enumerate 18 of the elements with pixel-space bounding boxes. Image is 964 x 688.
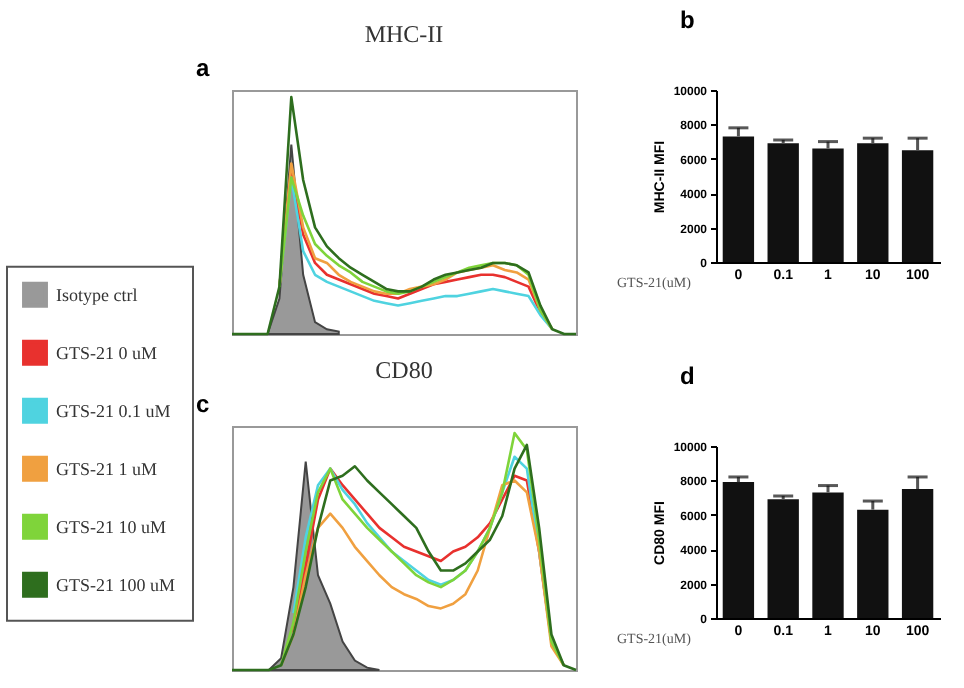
legend-label: GTS-21 0 uM [56, 342, 158, 363]
bar [812, 492, 844, 618]
legend-label: Isotype ctrl [56, 284, 139, 305]
bar [812, 148, 844, 262]
chart-title: MHC-II [364, 20, 444, 48]
bar [722, 136, 755, 262]
legend-label: GTS-21 0.1 uM [56, 400, 171, 421]
legend-label: GTS-21 1 uM [56, 458, 158, 479]
bar [857, 509, 889, 618]
chart-title: CD80 [375, 356, 433, 384]
legend-label: GTS-21 100 uM [56, 574, 176, 595]
text: c [196, 390, 210, 418]
text: d [680, 362, 695, 390]
bar [901, 489, 934, 618]
legend-label: GTS-21 10 uM [56, 516, 167, 537]
text: a [196, 54, 210, 82]
bar [901, 150, 934, 262]
text: b [680, 6, 695, 34]
